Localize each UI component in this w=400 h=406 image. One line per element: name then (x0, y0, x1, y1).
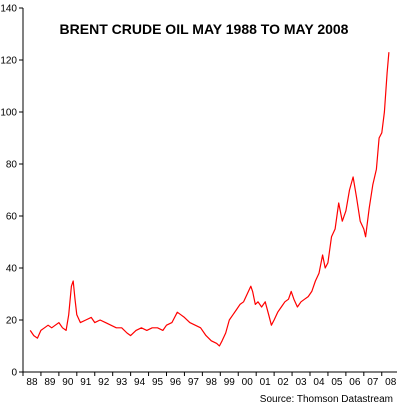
y-tick-label: 20 (6, 316, 18, 327)
y-tick-label: 60 (6, 212, 18, 223)
y-axis-ticks: 0 20 40 60 80 100 120 140 (0, 4, 23, 379)
x-tick-label: 98 (206, 377, 218, 388)
y-tick-label: 100 (0, 108, 17, 119)
y-tick-label: 40 (6, 264, 18, 275)
x-tick-label: 01 (260, 377, 272, 388)
x-tick-label: 94 (134, 377, 146, 388)
x-tick-label: 92 (98, 377, 110, 388)
x-tick-label: 03 (295, 377, 307, 388)
x-tick-label: 90 (62, 377, 74, 388)
x-tick-label: 06 (349, 377, 361, 388)
source-note: Source: Thomson Datastream (260, 394, 393, 405)
series (29, 52, 390, 347)
axes (22, 8, 397, 373)
x-axis-ticks: 88 89 90 91 92 93 94 95 96 97 98 99 00 01 02 03 04 05 06 07… (22, 372, 397, 388)
y-tick-label: 0 (11, 368, 17, 379)
x-tick-label: 04 (313, 377, 325, 388)
y-tick-label: 80 (6, 160, 18, 171)
x-tick-label: 88 (26, 377, 38, 388)
x-tick-label: 97 (188, 377, 200, 388)
x-tick-label: 96 (170, 377, 182, 388)
x-tick-label: 02 (278, 377, 290, 388)
x-tick-label: 93 (116, 377, 128, 388)
x-tick-label: 95 (152, 377, 164, 388)
x-tick-label: 91 (80, 377, 92, 388)
x-tick-label: 89 (44, 377, 56, 388)
chart-title: BRENT CRUDE OIL MAY 1988 TO MAY 2008 (60, 21, 349, 37)
x-tick-label: 07 (367, 377, 379, 388)
x-tick-label: 08 (385, 377, 397, 388)
y-tick-label: 140 (0, 4, 17, 15)
x-tick-label: 00 (242, 377, 254, 388)
series-line (29, 52, 390, 347)
y-tick-label: 120 (0, 56, 17, 67)
x-tick-label: 99 (224, 377, 236, 388)
x-tick-label: 05 (331, 377, 343, 388)
